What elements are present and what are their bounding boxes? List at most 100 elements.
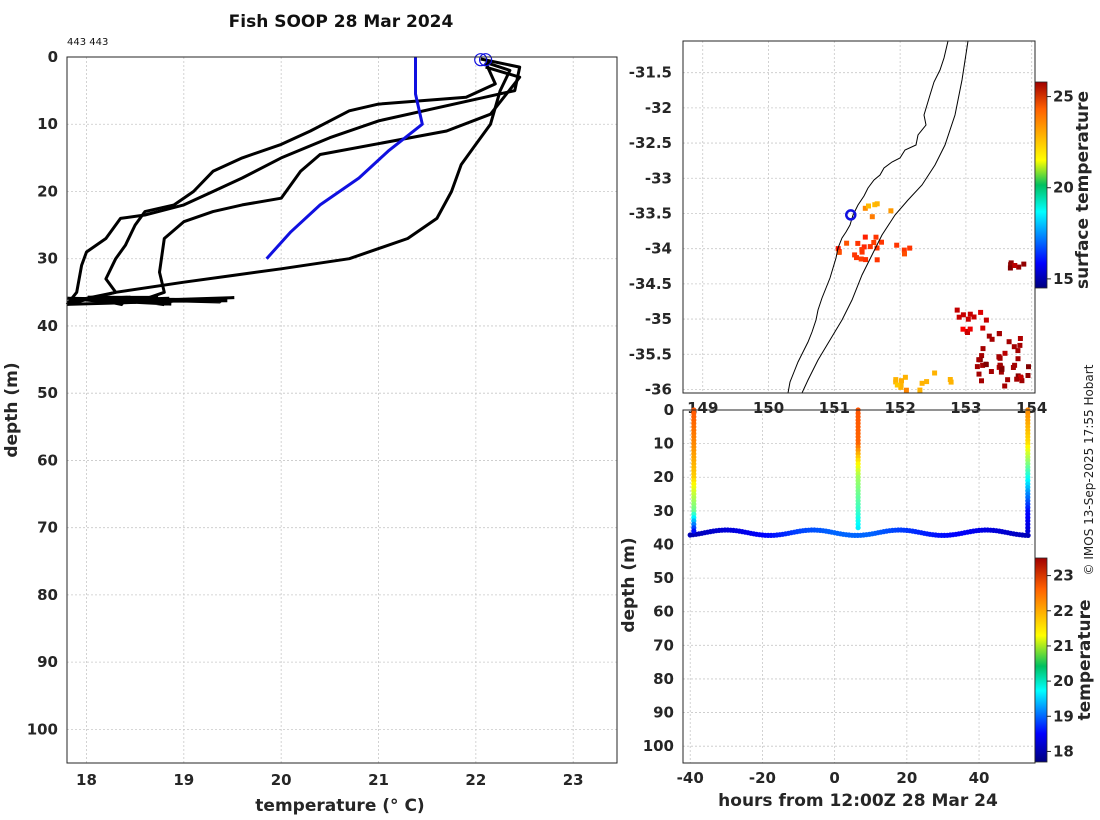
sst-patches — [836, 201, 1031, 392]
temperature-colorbar-label: temperature — [1075, 599, 1095, 720]
sst-colorbar-label: surface temperature — [1073, 91, 1093, 289]
profile-y-tick-label: 40 — [37, 317, 58, 335]
profile-y-label: depth (m) — [2, 362, 22, 457]
sst-colorbar-tick-label: 15 — [1053, 270, 1074, 288]
timeseries-y-label: depth (m) — [619, 537, 639, 632]
sst-cell — [1012, 263, 1017, 268]
map-lat-tick-label: -34.5 — [629, 275, 672, 293]
sst-cell — [1015, 348, 1020, 353]
profile-series — [67, 54, 520, 305]
map-lat-tick-label: -33 — [645, 169, 672, 187]
timeseries-y-tick-label: 90 — [653, 704, 674, 722]
profile-corner-label: 443 443 — [67, 37, 108, 48]
timeseries-y-tick-label: 80 — [653, 670, 674, 688]
sst-cell — [977, 372, 982, 377]
sst-cell — [1018, 336, 1023, 341]
map-lon-tick-label: 150 — [753, 399, 784, 417]
profile-series-line — [67, 67, 520, 304]
sst-cell — [989, 369, 994, 374]
sst-colorbar — [1035, 82, 1047, 288]
temperature-colorbar-tick-label: 20 — [1053, 672, 1074, 690]
map-lon-tick-label: 152 — [884, 399, 915, 417]
timeseries-y-tick-label: 20 — [653, 468, 674, 486]
cast-temperature-point — [856, 525, 861, 530]
timeseries-y-tick-label: 50 — [653, 569, 674, 587]
sst-cell — [904, 388, 909, 393]
sst-map: 149 150 151 152 153 154-31.5-32-32.5-33-33.5-… — [629, 41, 1093, 417]
timeseries-x-tick-label: -20 — [749, 769, 776, 787]
temperature-colorbar-tick-label: 18 — [1053, 742, 1074, 760]
temperature-colorbar-tick-label: 23 — [1053, 567, 1074, 585]
sst-cell — [870, 214, 875, 219]
profile-chart: 18 19 20 21 22 23 0 10 20 30 40 50 60 70 80 90 100 tempe… — [2, 48, 617, 816]
profile-y-tick-label: 90 — [37, 653, 58, 671]
temperature-colorbar-tick-label: 21 — [1053, 637, 1074, 655]
sst-cell — [978, 310, 983, 315]
sst-cell — [863, 235, 868, 240]
sst-cell — [855, 241, 860, 246]
profile-x-tick-label: 22 — [465, 771, 486, 789]
timeseries-x-tick-label: 0 — [829, 769, 839, 787]
sst-cell — [1021, 262, 1026, 267]
sst-cell — [957, 315, 962, 320]
sst-cell — [924, 379, 929, 384]
timeseries-chart: -40 -20 0 20 400102030405060708090100 181920… — [619, 401, 1095, 811]
sst-cell — [981, 346, 986, 351]
sst-cell — [1026, 373, 1031, 378]
sst-cell — [1003, 351, 1008, 356]
sst-cell — [966, 317, 971, 322]
sst-cell — [961, 327, 966, 332]
cast-temperature-point — [1025, 528, 1030, 533]
map-lat-tick-label: -31.5 — [629, 64, 672, 82]
sst-cell — [932, 371, 937, 376]
map-lat-tick-label: -32.5 — [629, 134, 672, 152]
map-axes-box — [683, 41, 1035, 393]
sst-cell — [895, 383, 900, 388]
sst-cell — [874, 235, 879, 240]
cast-temperature-point — [691, 528, 696, 533]
profile-y-tick-label: 100 — [27, 720, 58, 738]
sst-cell — [1016, 356, 1021, 361]
sst-cell — [996, 354, 1001, 359]
sst-cell — [899, 378, 904, 383]
sst-colorbar-tick-label: 20 — [1053, 179, 1074, 197]
temperature-colorbar-ticks: 181920212223 — [1047, 567, 1074, 761]
sst-cell — [979, 378, 984, 383]
profile-axes-box — [67, 57, 617, 763]
profile-y-tick-label: 0 — [48, 48, 58, 66]
map-lat-tick-label: -35.5 — [629, 345, 672, 363]
coastline — [788, 41, 948, 393]
timeseries-y-tick-label: 30 — [653, 502, 674, 520]
sst-cell — [866, 204, 871, 209]
sst-cell — [852, 252, 857, 257]
station-marker — [846, 210, 855, 219]
sst-cell — [968, 327, 973, 332]
timeseries-x-tick-label: -40 — [677, 769, 704, 787]
sst-cell — [1014, 377, 1019, 382]
sst-cell — [1026, 364, 1031, 369]
timeseries-x-tick-label: 40 — [969, 769, 990, 787]
copyright-note: © IMOS 13-Sep-2025 17:55 Hobart — [1082, 364, 1096, 575]
profile-series-line — [267, 57, 423, 259]
profile-x-tick-label: 21 — [368, 771, 389, 789]
profile-grid — [67, 57, 617, 763]
profile-y-tick-label: 80 — [37, 586, 58, 604]
sst-cell — [972, 315, 977, 320]
profile-y-tick-label: 30 — [37, 250, 58, 268]
timeseries-x-label: hours from 12:00Z 28 Mar 24 — [718, 791, 998, 811]
map-lon-tick-label: 154 — [1016, 399, 1047, 417]
temperature-colorbar-tick-label: 19 — [1053, 707, 1074, 725]
map-lat-tick-label: -33.5 — [629, 204, 672, 222]
profile-x-tick-label: 18 — [76, 771, 97, 789]
sst-cell — [859, 247, 864, 252]
map-lat-tick-label: -36 — [645, 380, 672, 398]
sst-colorbar-tick-label: 25 — [1053, 88, 1074, 106]
timeseries-y-tick-label: 60 — [653, 603, 674, 621]
profile-x-tick-label: 19 — [173, 771, 194, 789]
sst-cell — [1012, 363, 1017, 368]
sst-cell — [983, 362, 988, 367]
sst-cell — [888, 208, 893, 213]
timeseries-y-tick-label: 0 — [664, 401, 674, 419]
sst-colorbar-ticks: 15 20 25 — [1047, 88, 1074, 288]
